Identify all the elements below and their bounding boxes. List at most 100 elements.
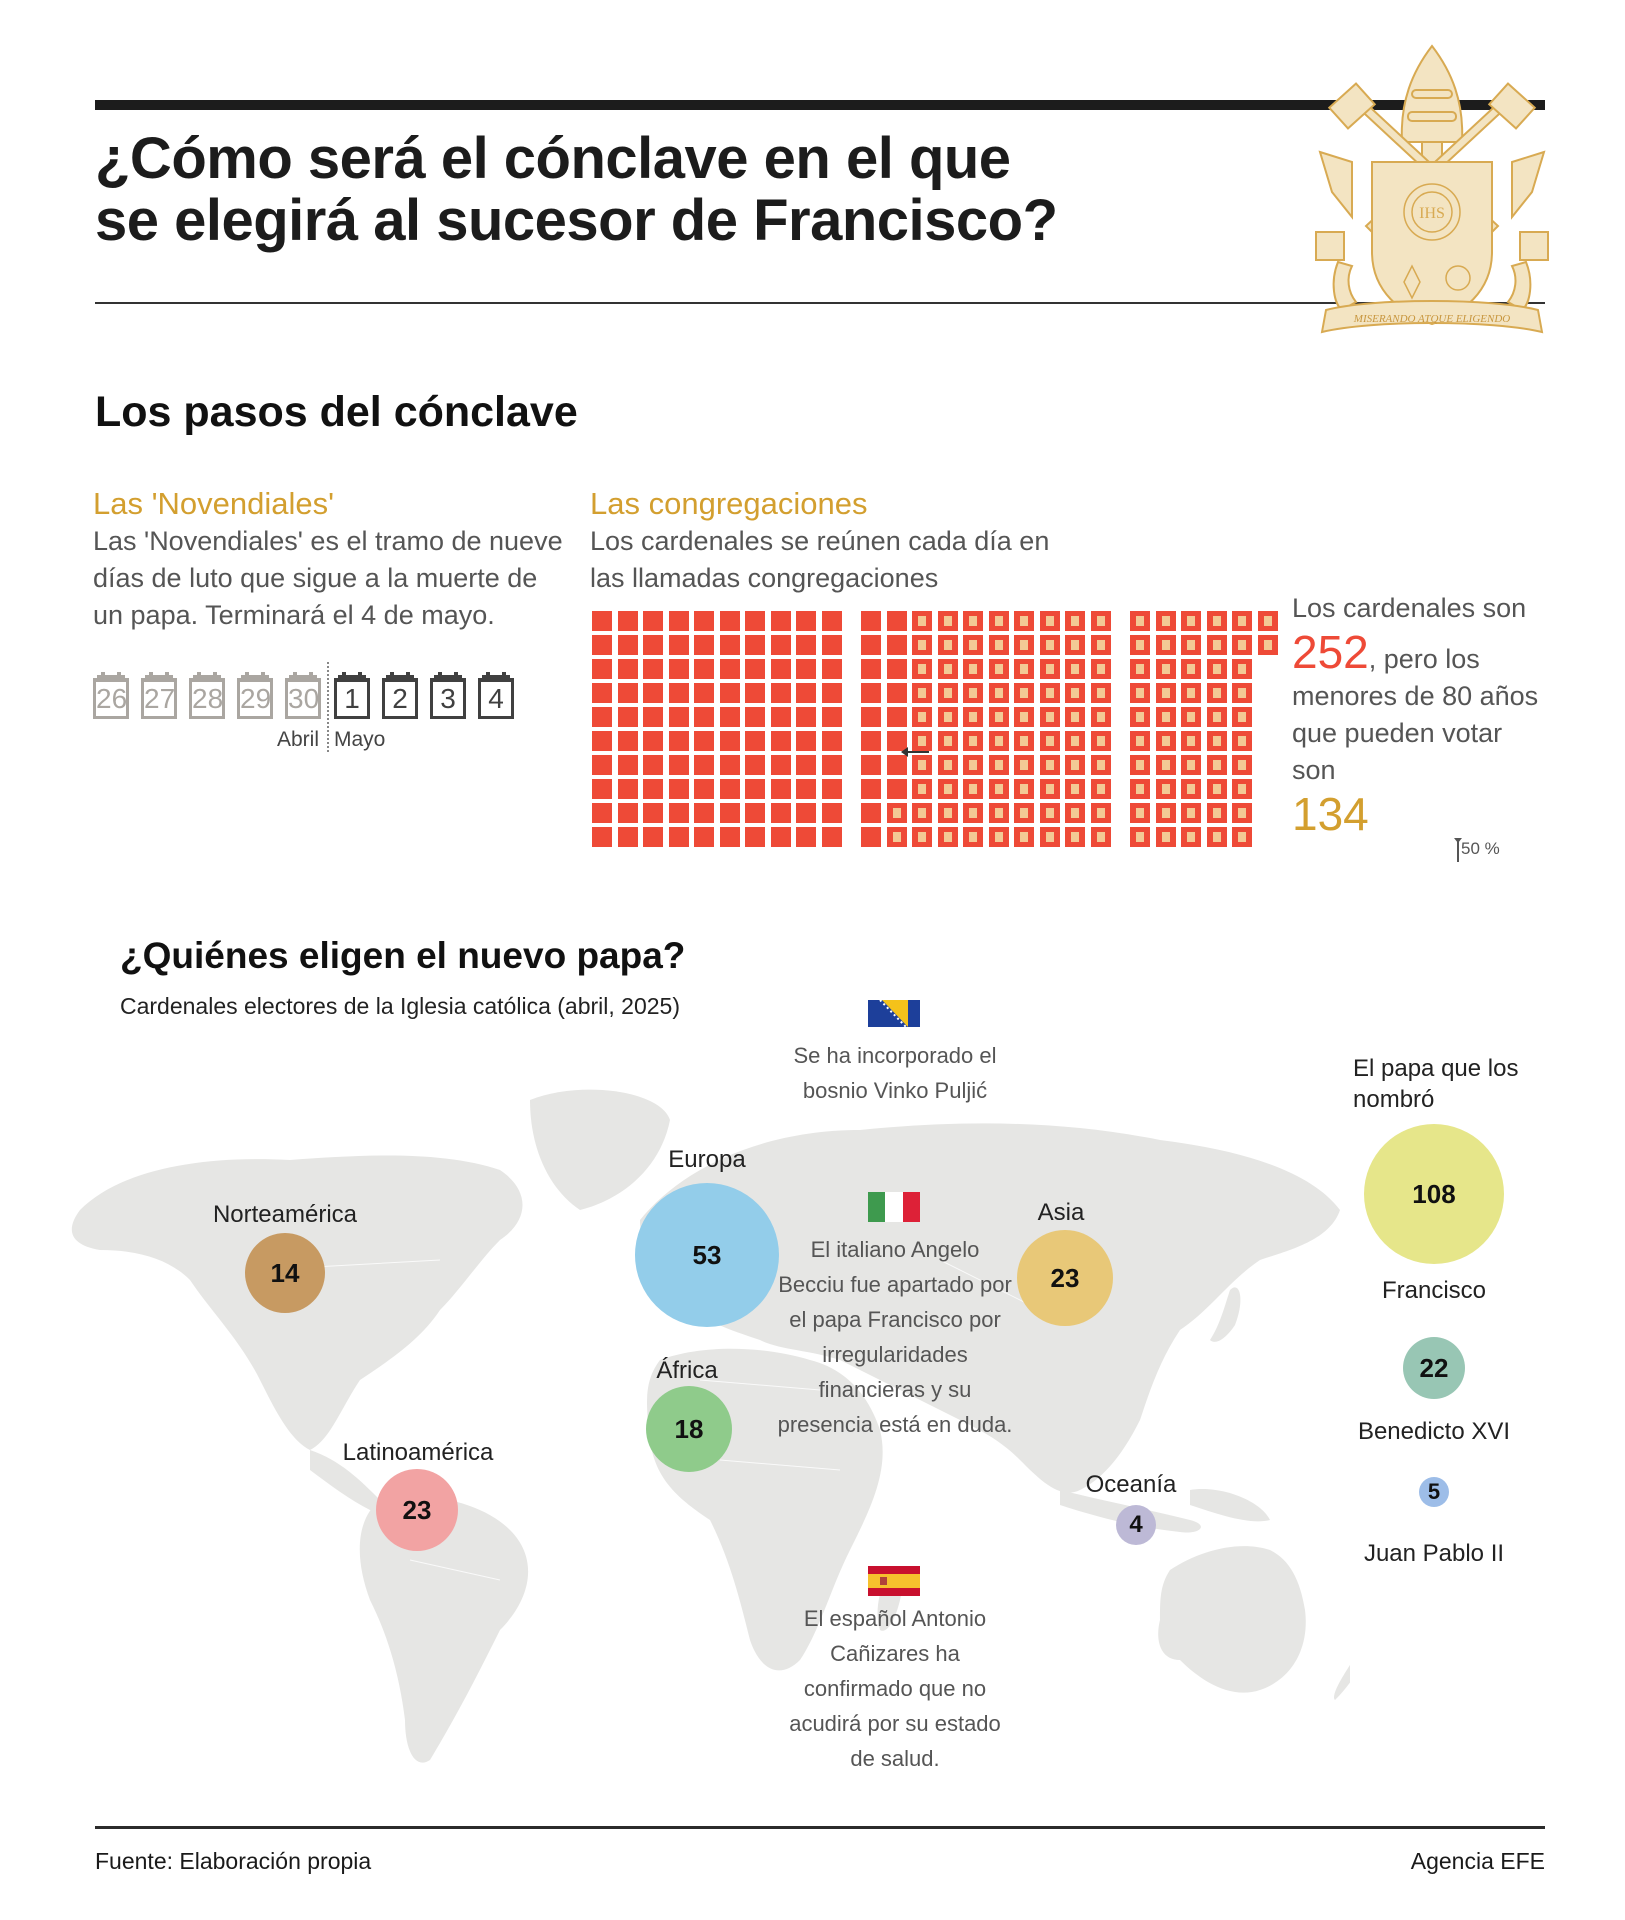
cardinal-cell-outline [1130, 683, 1150, 703]
cardinal-cell-solid [592, 755, 612, 775]
cardinal-cell-solid [694, 635, 714, 655]
cardinal-cell-solid [796, 827, 816, 847]
cardinal-cell-outline [1181, 707, 1201, 727]
cardinal-cell-solid [643, 635, 663, 655]
cardinal-cell-solid [770, 659, 791, 679]
cardinal-cell-outline [1065, 731, 1085, 751]
cardinal-cell-solid [821, 659, 842, 679]
cardinal-cell-solid [796, 755, 816, 775]
cardinal-cell-solid [821, 707, 842, 727]
pope-bubble-benedicto: 22 [1403, 1337, 1465, 1399]
cardinal-cell-outline [1090, 803, 1111, 823]
section-subtitle-who: Cardenales electores de la Iglesia catól… [120, 993, 680, 1019]
cardinal-cell-outline [1014, 707, 1034, 727]
cardinal-cell-solid [668, 683, 689, 703]
cardinal-cell-solid [796, 803, 816, 823]
cardinal-cell-outline [1065, 611, 1085, 631]
cardinal-cell-solid [719, 635, 740, 655]
cardinal-cell-solid [668, 611, 689, 631]
cardinal-cell-outline [963, 803, 983, 823]
popes-title: El papa que los nombró [1353, 1055, 1519, 1113]
cardinal-cell-outline [1232, 827, 1252, 847]
calendar-day-icon: 4 [478, 672, 514, 719]
cardinal-cell-outline [937, 827, 958, 847]
cardinal-cell-outline [1039, 659, 1060, 679]
cardinal-cell-outline [1065, 659, 1085, 679]
cardinal-cell-outline [963, 779, 983, 799]
cardinal-cell-solid [861, 659, 881, 679]
cardinal-cell-solid [886, 731, 907, 751]
calendar-day-icon: 28 [189, 672, 225, 719]
electors-number: 134 [1292, 788, 1369, 840]
cardinal-cell-solid [668, 635, 689, 655]
top-rule [95, 100, 1545, 110]
cardinal-cell-outline [1090, 635, 1111, 655]
cardinal-cell-solid [719, 659, 740, 679]
cardinal-cell-outline [1090, 707, 1111, 727]
cardinal-cell-solid [770, 611, 791, 631]
cardinal-cell-solid [643, 611, 663, 631]
region-bubble-norteamerica: 14 [245, 1233, 325, 1313]
cardinal-cell-solid [821, 803, 842, 823]
cardinal-cell-solid [770, 803, 791, 823]
cardinal-cell-outline [1181, 755, 1201, 775]
cardinal-cell-solid [796, 779, 816, 799]
cardinal-cell-outline [1232, 611, 1252, 631]
cardinal-cell-solid [745, 731, 765, 751]
cardinal-cell-solid [861, 635, 881, 655]
bosnia-flag-icon [868, 1000, 920, 1027]
cardinal-cell-solid [770, 827, 791, 847]
page-title: ¿Cómo será el cónclave en el que se eleg… [95, 128, 1195, 252]
cardinal-cell-outline [1039, 827, 1060, 847]
cardinal-cell-outline [1232, 803, 1252, 823]
cardinal-cell-outline [1206, 659, 1227, 679]
cardinal-cell-outline [937, 611, 958, 631]
cardinal-cell-outline [1155, 731, 1176, 751]
cardinal-cell-outline [1065, 803, 1085, 823]
cardinal-cell-outline [1130, 827, 1150, 847]
cardinal-cell-solid [719, 611, 740, 631]
cardinal-cell-outline [963, 611, 983, 631]
cardinal-cell-solid [592, 659, 612, 679]
cardinal-cell-solid [643, 683, 663, 703]
page-title-line-1: ¿Cómo será el cónclave en el que [95, 126, 1011, 191]
cardinal-cell-outline [937, 803, 958, 823]
cardinal-cell-outline [886, 827, 907, 847]
cardinal-cell-outline [1039, 707, 1060, 727]
month-label-may: Mayo [334, 728, 386, 751]
cardinal-cell-solid [796, 683, 816, 703]
cardinal-cell-outline [1206, 707, 1227, 727]
title-divider [95, 302, 1545, 304]
cardinal-cell-solid [643, 707, 663, 727]
section-title-who: ¿Quiénes eligen el nuevo papa? [120, 935, 686, 976]
cardinal-cell-solid [617, 827, 638, 847]
congregaciones-text: Los cardenales se reúnen cada día en las… [590, 526, 1050, 593]
cardinal-cell-outline [912, 659, 932, 679]
cardinal-cell-solid [617, 659, 638, 679]
cardinal-cell-solid [617, 779, 638, 799]
cardinal-cell-solid [770, 683, 791, 703]
cardinal-cell-outline [912, 803, 932, 823]
novendiales-title: Las 'Novendiales' [93, 486, 335, 521]
cardinal-cell-solid [694, 731, 714, 751]
cardinal-cell-solid [617, 803, 638, 823]
cardinal-cell-outline [1090, 827, 1111, 847]
footer-agency: Agencia EFE [1410, 1848, 1545, 1874]
cardinal-cell-outline [912, 731, 932, 751]
svg-text:MISERANDO ATQUE ELIGENDO: MISERANDO ATQUE ELIGENDO [1353, 313, 1510, 325]
cardinal-cell-outline [912, 755, 932, 775]
cardinal-cell-solid [719, 731, 740, 751]
cardinal-cell-solid [861, 611, 881, 631]
cardinal-cell-solid [886, 755, 907, 775]
cardinal-cell-outline [963, 683, 983, 703]
cardinal-cell-outline [963, 659, 983, 679]
note-italy: El italiano Angelo Becciu fue apartado p… [777, 1237, 1013, 1437]
cardinal-cell-solid [821, 635, 842, 655]
cardinal-cell-outline [1014, 803, 1034, 823]
cardinal-cell-outline [1181, 611, 1201, 631]
cardinal-cell-outline [1206, 755, 1227, 775]
cardinal-cell-solid [617, 683, 638, 703]
cardinal-cell-outline [912, 635, 932, 655]
cardinal-cell-outline [1181, 827, 1201, 847]
cardinal-cell-outline [937, 707, 958, 727]
